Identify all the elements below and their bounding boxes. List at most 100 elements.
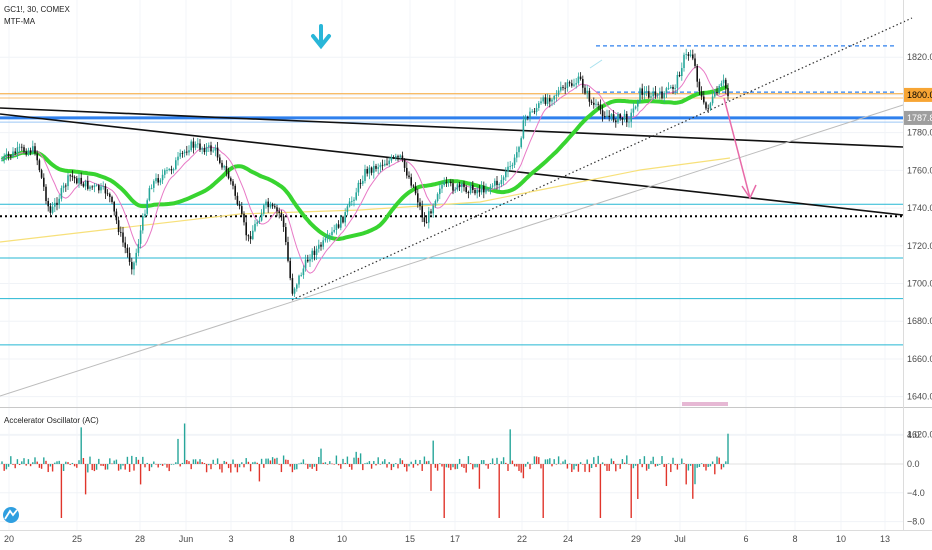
- candle-body: [71, 175, 74, 177]
- candle-body: [544, 97, 547, 104]
- candle-body: [518, 147, 520, 153]
- candle-body: [595, 103, 597, 105]
- oscillator-bar: [201, 462, 203, 464]
- oscillator-title[interactable]: Accelerator Oscillator (AC): [4, 416, 99, 425]
- oscillator-bar: [562, 461, 564, 464]
- oscillator-bar: [313, 464, 316, 467]
- oscillator-bar: [302, 459, 305, 464]
- tradingview-logo[interactable]: [3, 507, 19, 523]
- candle-body: [258, 220, 261, 223]
- oscillator-bar: [450, 464, 452, 471]
- time-tick-label: 28: [135, 534, 145, 544]
- oscillator-bar: [637, 464, 639, 499]
- candle-body: [157, 178, 159, 183]
- candle-body: [234, 185, 236, 196]
- oscillator-bar: [172, 464, 175, 465]
- candle-body: [601, 110, 604, 117]
- oscillator-bar: [337, 464, 340, 466]
- oscillator-bar: [599, 464, 602, 518]
- oscillator-bar: [586, 459, 588, 464]
- candle-body: [727, 88, 729, 97]
- oscillator-bar: [663, 464, 665, 468]
- oscillator-bar: [483, 460, 485, 464]
- oscillator-bar: [478, 464, 481, 489]
- oscillator-bar: [423, 456, 426, 464]
- oscillator-pane[interactable]: [0, 423, 903, 523]
- time-tick-label: 3: [228, 534, 233, 544]
- candle-body: [82, 183, 85, 187]
- candle-body: [32, 146, 34, 153]
- time-tick-label: 17: [450, 534, 460, 544]
- candle-body: [542, 97, 544, 102]
- oscillator-bar: [263, 464, 265, 468]
- oscillator-bar: [522, 464, 525, 479]
- oscillator-bar: [181, 462, 184, 464]
- oscillator-bar: [685, 464, 687, 485]
- candle-body: [342, 216, 344, 223]
- oscillator-bar: [212, 459, 214, 464]
- oscillator-bar: [362, 464, 364, 471]
- oscillator-bar: [601, 462, 604, 464]
- candle-body: [672, 86, 674, 89]
- oscillator-bar: [153, 461, 155, 464]
- oscillator-bar: [111, 463, 113, 465]
- time-axis[interactable]: 20 25 28 Jun 3 8 10 15 17 22 24 29 Jul 6 8 10 13: [0, 530, 932, 545]
- oscillator-bar: [278, 464, 280, 465]
- candle-body: [685, 54, 687, 56]
- candle-body: [584, 87, 586, 94]
- price-pane[interactable]: [0, 0, 913, 530]
- oscillator-bar: [221, 464, 223, 473]
- candle-body: [546, 98, 549, 104]
- oscillator-bar: [252, 462, 254, 464]
- oscillator-bar: [516, 464, 518, 467]
- oscillator-bar: [524, 464, 527, 467]
- price-badge: [904, 110, 932, 125]
- oscillator-bar: [208, 464, 210, 466]
- candle-body: [637, 101, 639, 107]
- candle-body: [183, 151, 186, 154]
- candle-body: [335, 224, 338, 230]
- oscillator-tick-label: −8.0: [907, 517, 925, 527]
- candle-body: [115, 211, 118, 221]
- candle-body: [610, 114, 613, 118]
- price-tick-label: 1780.0: [907, 128, 932, 138]
- oscillator-bar: [555, 463, 558, 465]
- candle-body: [478, 189, 481, 193]
- candle-body: [359, 182, 362, 184]
- candle-body: [408, 175, 410, 178]
- candle-body: [179, 153, 181, 157]
- candles: [1, 48, 729, 297]
- candle-body: [375, 165, 377, 169]
- symbol-title[interactable]: GC1!, 30, COMEX: [4, 5, 70, 14]
- price-tick-label: 1760.0: [907, 165, 932, 175]
- candle-body: [568, 82, 571, 84]
- candle-body: [89, 186, 91, 189]
- oscillator-bar: [496, 457, 498, 464]
- candle-body: [476, 189, 478, 194]
- oscillator-bar: [399, 458, 401, 464]
- oscillator-bar: [414, 459, 417, 464]
- candle-body: [78, 177, 80, 184]
- candle-body: [298, 275, 300, 285]
- oscillator-axis[interactable]: 4.0 0.0 −4.0 −8.0: [907, 430, 925, 526]
- oscillator-bar: [36, 461, 38, 464]
- price-badge-label: 1787.8: [907, 113, 932, 123]
- indicator-label[interactable]: MTF-MA: [4, 17, 36, 26]
- oscillator-bar: [540, 464, 542, 469]
- oscillator-bar: [32, 462, 34, 464]
- price-axis[interactable]: 1620.0 1640.0 1660.0 1680.0 1700.0 1720.0 1740…: [903, 0, 932, 530]
- candle-body: [399, 155, 401, 158]
- oscillator-bar: [10, 456, 12, 464]
- oscillator-bar: [359, 453, 362, 464]
- candle-body: [93, 185, 96, 188]
- oscillator-bar: [388, 462, 390, 464]
- candle-body: [155, 178, 157, 182]
- candle-body: [104, 186, 107, 194]
- oscillator-bar: [43, 457, 45, 464]
- candle-body: [716, 91, 718, 94]
- candle-body: [51, 206, 54, 213]
- candle-body: [725, 79, 727, 89]
- oscillator-bar: [538, 457, 540, 464]
- candle-body: [144, 213, 146, 217]
